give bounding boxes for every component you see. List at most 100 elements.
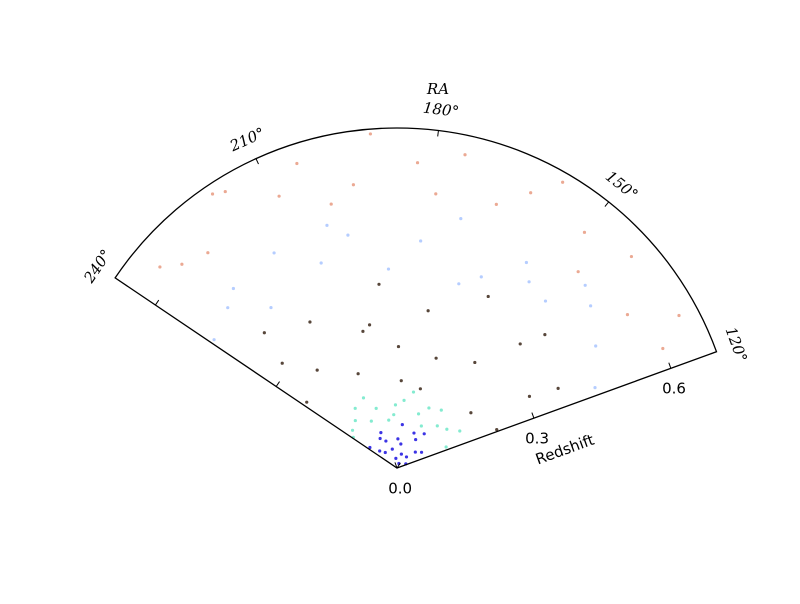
point <box>386 267 391 271</box>
point <box>315 368 319 372</box>
point <box>629 254 634 259</box>
point <box>529 191 533 195</box>
point <box>524 260 529 265</box>
point <box>361 329 365 333</box>
x-tick <box>114 277 121 282</box>
point <box>439 408 443 412</box>
point <box>308 320 312 324</box>
point <box>543 299 548 303</box>
point <box>351 183 356 187</box>
point <box>399 442 403 446</box>
point <box>419 450 424 454</box>
y-tick-label: 0.3 <box>525 430 549 448</box>
point <box>377 282 381 286</box>
point <box>353 418 357 423</box>
y-tick <box>275 381 280 387</box>
point <box>329 202 333 206</box>
point <box>494 202 498 206</box>
point <box>589 304 593 308</box>
point <box>226 306 230 310</box>
point <box>445 427 449 431</box>
point <box>390 447 394 451</box>
point <box>325 223 329 227</box>
point <box>495 428 499 432</box>
point <box>415 161 420 165</box>
point <box>396 437 400 441</box>
point <box>396 344 401 349</box>
point <box>419 424 423 428</box>
point <box>427 406 431 410</box>
point <box>412 431 416 435</box>
point <box>378 436 382 441</box>
point <box>677 313 681 318</box>
point <box>374 406 378 410</box>
point <box>361 396 366 400</box>
point <box>486 294 490 299</box>
point <box>206 251 210 255</box>
point <box>280 361 284 365</box>
point <box>399 452 403 456</box>
y-tick <box>668 362 672 369</box>
point <box>434 356 438 360</box>
point <box>393 403 398 407</box>
point <box>459 217 463 221</box>
point <box>457 282 461 286</box>
point <box>277 194 281 198</box>
x-axis-label: RA <box>426 80 449 98</box>
point <box>426 309 430 313</box>
point <box>404 455 409 459</box>
point <box>399 379 403 383</box>
point <box>350 428 355 432</box>
x-tick <box>710 351 717 355</box>
point <box>411 390 416 394</box>
point <box>402 398 406 402</box>
point <box>231 286 235 291</box>
point <box>463 153 467 157</box>
x-tick-label: 240° <box>80 246 116 287</box>
y-tick <box>531 412 535 419</box>
point <box>369 419 373 423</box>
point <box>387 418 391 422</box>
point <box>593 385 597 390</box>
point <box>556 386 560 390</box>
point <box>356 372 360 376</box>
point <box>368 445 372 450</box>
point <box>625 312 630 317</box>
point <box>434 192 438 196</box>
point <box>295 161 299 166</box>
point <box>418 387 422 391</box>
point <box>458 429 462 433</box>
point <box>661 346 665 351</box>
x-tick <box>437 130 439 137</box>
point <box>384 439 388 443</box>
point <box>378 449 382 453</box>
point <box>527 280 531 284</box>
y-tick <box>154 299 160 306</box>
point <box>561 180 565 184</box>
point <box>422 432 426 436</box>
point <box>527 394 532 398</box>
point <box>594 344 598 348</box>
point <box>272 251 276 255</box>
x-tick-label: 120° <box>722 324 751 364</box>
point <box>305 400 309 404</box>
point <box>367 323 372 327</box>
point <box>444 445 448 449</box>
point <box>346 233 350 237</box>
point <box>383 450 387 455</box>
point <box>223 189 227 194</box>
point <box>416 412 421 416</box>
point <box>419 239 423 243</box>
y-tick-label: 0.6 <box>662 380 686 398</box>
point <box>583 283 587 287</box>
point <box>180 262 184 266</box>
x-tick-label: 180° <box>422 99 460 121</box>
point <box>413 450 417 454</box>
point <box>158 265 162 269</box>
y-tick <box>394 462 398 469</box>
point <box>479 275 483 279</box>
point <box>469 411 473 415</box>
point <box>368 132 373 136</box>
y-tick-label: 0.0 <box>388 479 412 497</box>
